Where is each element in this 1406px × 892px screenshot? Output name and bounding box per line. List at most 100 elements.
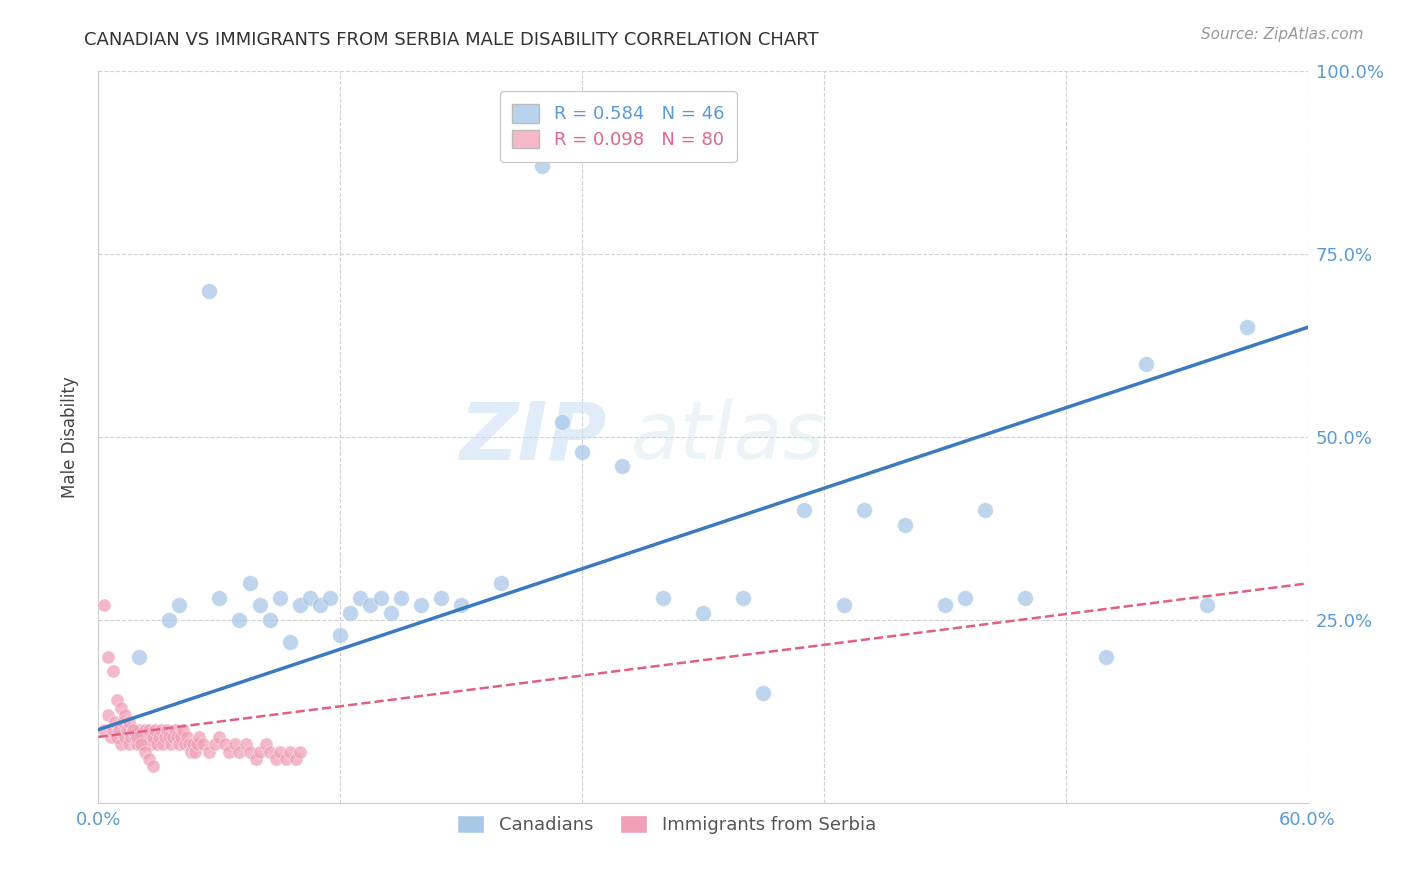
- Point: [214, 737, 236, 751]
- Point: [450, 599, 472, 613]
- Point: [239, 576, 262, 591]
- Point: [278, 745, 301, 759]
- Point: [153, 730, 176, 744]
- Point: [152, 737, 174, 751]
- Point: [245, 752, 267, 766]
- Point: [228, 745, 250, 759]
- Point: [1095, 649, 1118, 664]
- Point: [162, 730, 184, 744]
- Point: [129, 737, 152, 751]
- Point: [309, 599, 332, 613]
- Point: [170, 730, 193, 744]
- Point: [148, 730, 170, 744]
- Point: [1195, 599, 1218, 613]
- Point: [111, 715, 134, 730]
- Point: [138, 752, 160, 766]
- Point: [129, 730, 152, 744]
- Point: [264, 752, 287, 766]
- Point: [692, 606, 714, 620]
- Point: [142, 730, 165, 744]
- Point: [380, 606, 402, 620]
- Point: [120, 730, 142, 744]
- Point: [934, 599, 956, 613]
- Point: [97, 649, 120, 664]
- Point: [733, 591, 755, 605]
- Point: [97, 708, 120, 723]
- Point: [893, 517, 915, 532]
- Point: [228, 613, 250, 627]
- Point: [167, 599, 190, 613]
- Point: [143, 723, 166, 737]
- Point: [530, 160, 553, 174]
- Point: [571, 444, 593, 458]
- Point: [107, 723, 129, 737]
- Point: [166, 730, 188, 744]
- Point: [134, 745, 156, 759]
- Point: [491, 576, 513, 591]
- Point: [181, 737, 204, 751]
- Point: [134, 723, 156, 737]
- Point: [179, 737, 201, 751]
- Point: [793, 503, 815, 517]
- Point: [193, 737, 215, 751]
- Point: [1014, 591, 1036, 605]
- Point: [370, 591, 392, 605]
- Point: [208, 591, 231, 605]
- Text: atlas: atlas: [630, 398, 825, 476]
- Point: [121, 723, 143, 737]
- Point: [651, 591, 673, 605]
- Point: [139, 737, 162, 751]
- Point: [176, 730, 198, 744]
- Point: [180, 745, 202, 759]
- Point: [853, 503, 876, 517]
- Point: [269, 745, 291, 759]
- Point: [114, 730, 136, 744]
- Point: [1135, 357, 1157, 371]
- Point: [208, 730, 231, 744]
- Point: [551, 416, 574, 430]
- Point: [259, 613, 281, 627]
- Point: [612, 459, 634, 474]
- Point: [163, 723, 186, 737]
- Point: [149, 723, 172, 737]
- Point: [118, 737, 141, 751]
- Point: [110, 737, 132, 751]
- Point: [174, 737, 197, 751]
- Point: [105, 693, 128, 707]
- Point: [239, 745, 262, 759]
- Point: [172, 723, 194, 737]
- Point: [135, 730, 157, 744]
- Point: [132, 737, 155, 751]
- Point: [409, 599, 432, 613]
- Point: [254, 737, 277, 751]
- Point: [339, 606, 361, 620]
- Point: [114, 708, 136, 723]
- Point: [204, 737, 226, 751]
- Point: [349, 591, 371, 605]
- Point: [288, 745, 311, 759]
- Point: [249, 599, 271, 613]
- Point: [101, 664, 124, 678]
- Point: [146, 737, 169, 751]
- Point: [269, 591, 291, 605]
- Point: [278, 635, 301, 649]
- Point: [125, 737, 148, 751]
- Point: [299, 591, 322, 605]
- Point: [160, 737, 183, 751]
- Point: [100, 730, 122, 744]
- Point: [188, 730, 211, 744]
- Point: [118, 715, 141, 730]
- Text: CANADIAN VS IMMIGRANTS FROM SERBIA MALE DISABILITY CORRELATION CHART: CANADIAN VS IMMIGRANTS FROM SERBIA MALE …: [84, 31, 818, 49]
- Point: [259, 745, 281, 759]
- Point: [249, 745, 271, 759]
- Point: [288, 599, 311, 613]
- Legend: Canadians, Immigrants from Serbia: Canadians, Immigrants from Serbia: [447, 804, 887, 845]
- Point: [360, 599, 382, 613]
- Point: [284, 752, 307, 766]
- Point: [138, 723, 160, 737]
- Point: [103, 715, 125, 730]
- Point: [274, 752, 297, 766]
- Point: [93, 599, 115, 613]
- Point: [184, 745, 207, 759]
- Point: [157, 730, 180, 744]
